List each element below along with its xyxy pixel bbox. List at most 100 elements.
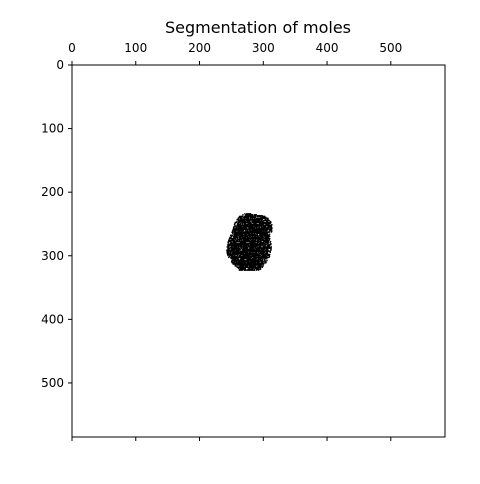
mask-pixel (245, 243, 247, 245)
mask-pixel (242, 214, 244, 216)
mask-pixel (268, 228, 270, 230)
mask-pixel (249, 233, 252, 235)
mask-pixel (236, 235, 238, 238)
mask-pixel (232, 247, 234, 249)
mask-pixel (246, 231, 249, 234)
mask-pixel (229, 237, 232, 240)
mask-pixel (235, 247, 238, 249)
mask-pixel (247, 261, 249, 263)
mask-pixel (265, 255, 267, 258)
mask-pixel (246, 220, 249, 223)
mask-pixel (232, 253, 235, 256)
mask-pixel (240, 264, 242, 266)
mask-pixel (262, 235, 264, 238)
mask-pixel (249, 234, 251, 237)
mask-pixel (234, 250, 237, 252)
mask-pixel (250, 247, 252, 249)
mask-pixel (248, 237, 251, 240)
mask-pixel (239, 268, 242, 270)
mask-pixel (255, 225, 257, 227)
mask-pixel (238, 252, 240, 254)
mask-pixel (234, 236, 236, 239)
mask-pixel (255, 227, 258, 229)
mask-pixel (238, 248, 241, 250)
mask-pixel (258, 266, 261, 268)
mask-pixel (233, 249, 236, 251)
mask-pixel (240, 229, 243, 231)
mask-pixel (244, 233, 246, 235)
mask-pixel (239, 250, 242, 253)
mask-pixel (251, 214, 254, 216)
mask-pixel (256, 247, 259, 249)
mask-pixel (232, 263, 235, 265)
mask-pixel (252, 264, 255, 266)
mask-pixel (230, 247, 232, 249)
mask-pixel (246, 265, 248, 267)
mask-pixel (254, 220, 256, 223)
mask-pixel (231, 234, 233, 237)
mask-pixel (261, 237, 263, 240)
mask-pixel (246, 235, 249, 238)
mask-pixel (235, 229, 237, 231)
mask-pixel (257, 257, 259, 260)
mask-pixel (234, 259, 237, 262)
mask-pixel (264, 250, 266, 252)
mask-pixel (260, 251, 263, 254)
mask-pixel (252, 252, 254, 254)
mask-pixel (233, 255, 235, 258)
mask-pixel (236, 249, 239, 251)
mask-pixel (252, 218, 255, 221)
mask-pixel (252, 254, 254, 257)
mask-pixel (234, 255, 236, 258)
mask-pixel (248, 227, 250, 229)
mask-pixel (237, 241, 239, 243)
mask-pixel (233, 257, 236, 259)
mask-pixel (237, 257, 239, 260)
mask-pixel (235, 260, 238, 262)
mask-pixel (262, 225, 264, 227)
mask-pixel (262, 261, 264, 263)
mask-pixel (258, 234, 261, 237)
mask-pixel (241, 249, 244, 251)
mask-pixel (261, 253, 263, 256)
mask-pixel (269, 225, 272, 227)
mask-pixel (250, 263, 253, 265)
mask-pixel (266, 246, 269, 248)
mask-pixel (243, 246, 246, 248)
mask-pixel (263, 226, 266, 228)
mask-pixel (248, 254, 250, 257)
mask-pixel (261, 218, 263, 221)
mask-pixel (258, 222, 260, 224)
mask-pixel (238, 268, 241, 270)
mask-pixel (258, 244, 260, 246)
mask-pixel (268, 237, 270, 240)
mask-pixel (233, 244, 236, 246)
mask-pixel (266, 234, 268, 237)
mask-pixel (234, 244, 236, 246)
mask-pixel (251, 230, 254, 232)
mask-pixel (251, 216, 254, 219)
mask-pixel (247, 230, 249, 232)
mask-pixel (235, 265, 237, 267)
mask-pixel (264, 261, 266, 263)
mask-pixel (246, 243, 248, 245)
mask-pixel (270, 244, 272, 246)
mask-pixel (239, 243, 242, 245)
mask-pixel (244, 217, 246, 220)
mask-pixel (258, 258, 260, 261)
mask-pixel (237, 234, 240, 237)
mask-pixel (249, 238, 251, 241)
mask-pixel (237, 251, 240, 254)
mask-pixel (260, 223, 263, 225)
mask-pixel (238, 236, 241, 239)
mask-pixel (245, 239, 247, 242)
mask-pixel (242, 232, 244, 234)
mask-pixel (252, 239, 255, 242)
mask-pixel (265, 237, 267, 240)
mask-pixel (249, 217, 252, 220)
mask-pixel (258, 241, 260, 243)
mask-pixel (247, 249, 249, 251)
mask-pixel (257, 242, 260, 244)
mask-pixel (240, 217, 242, 220)
